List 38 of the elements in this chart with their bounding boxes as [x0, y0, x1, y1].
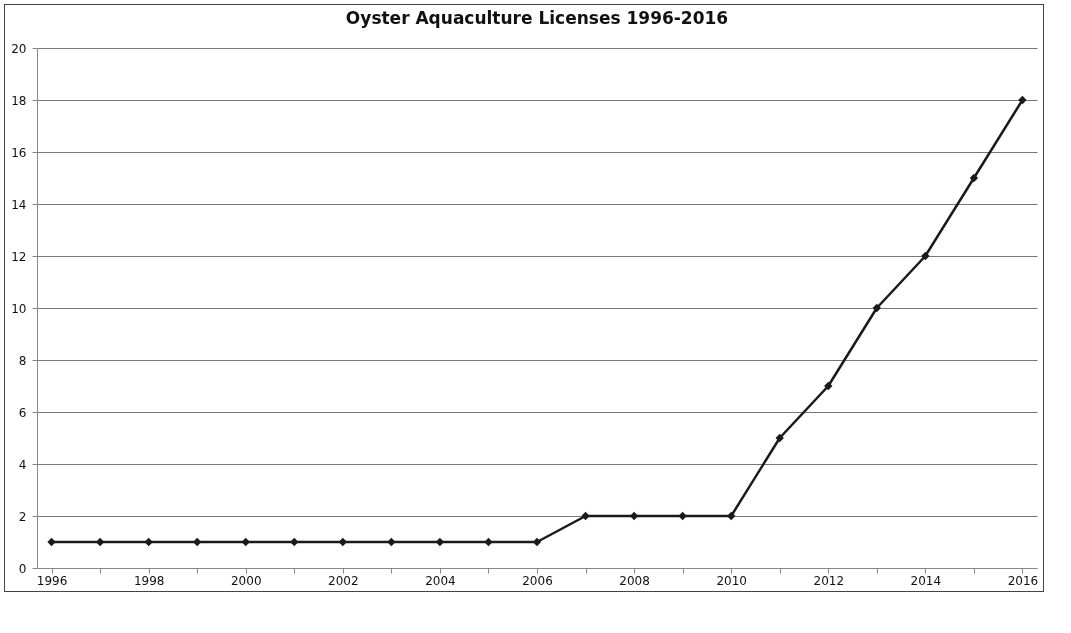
y-tick-label: 0	[18, 561, 27, 576]
y-tick-label: 14	[11, 197, 27, 212]
x-tick-label: 2010	[716, 573, 747, 588]
x-tick-label: 1998	[133, 573, 165, 588]
x-tick-label: 2016	[1007, 573, 1039, 588]
point	[581, 511, 590, 521]
y-tick-label: 20	[11, 41, 27, 56]
point	[47, 537, 56, 547]
x-tick-label: 2008	[619, 573, 650, 588]
point	[144, 537, 153, 547]
x-tick-label: 2014	[910, 573, 942, 588]
point	[824, 381, 833, 391]
point	[241, 537, 250, 547]
point	[969, 173, 979, 183]
x-tick-label: 2000	[230, 573, 262, 588]
y-tick-label: 6	[18, 405, 27, 420]
point	[290, 537, 299, 547]
x-tick-label: 1996	[36, 573, 68, 588]
point	[678, 511, 687, 521]
point	[484, 537, 493, 547]
y-tick-label: 16	[11, 145, 27, 160]
y-tick-label: 12	[11, 249, 27, 264]
y-tick-label: 2	[18, 509, 27, 524]
y-tick-label: 8	[18, 353, 27, 368]
x-tick-label: 2002	[328, 573, 359, 588]
point	[775, 433, 784, 443]
point	[921, 251, 930, 261]
x-tick-label: 2006	[522, 573, 553, 588]
y-tick-label: 18	[11, 93, 27, 108]
point	[387, 537, 396, 547]
x-tick-label: 2012	[813, 573, 845, 588]
y-tick-label: 10	[11, 301, 27, 316]
point	[1018, 95, 1027, 105]
x-tick-label: 2004	[425, 573, 456, 588]
chart-title: Oyster Aquaculture Licenses 1996-2016	[345, 8, 729, 28]
point	[872, 303, 881, 313]
y-tick-label: 4	[18, 457, 27, 472]
point	[193, 537, 202, 547]
